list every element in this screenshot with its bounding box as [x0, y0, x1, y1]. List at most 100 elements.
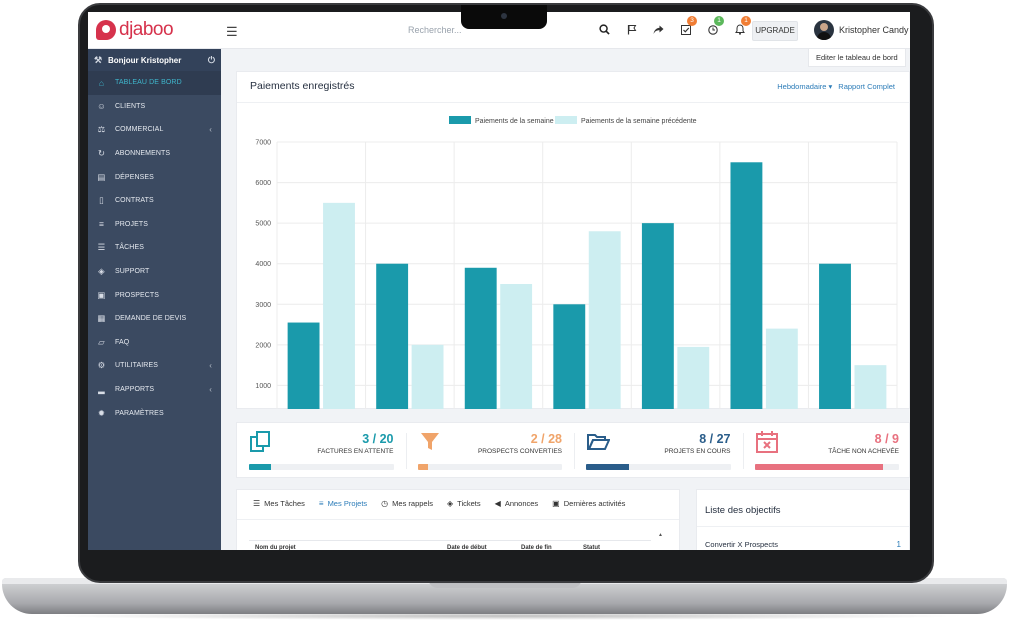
tasks-check-icon[interactable]: 3	[672, 16, 699, 38]
sidebar-item-support[interactable]: ◈ SUPPORT	[88, 260, 221, 284]
tab-tickets[interactable]: ◈ Tickets	[447, 499, 481, 508]
sidebar-item-faq[interactable]: ▱ FAQ	[88, 331, 221, 355]
stat-progress-bar	[754, 464, 899, 470]
tab-annonces[interactable]: ◀ Annonces	[495, 499, 539, 508]
sidebar-item-t-ches[interactable]: ☰ TÂCHES	[88, 236, 221, 260]
sidebar-item-commercial[interactable]: ⚖ COMMERCIAL ‹	[88, 118, 221, 142]
window-icon: ▣	[552, 499, 560, 508]
sidebar: ⚒ Bonjour Kristopher ⏻ ⌂ TABLEAU DE BORD ☺…	[88, 49, 221, 550]
bar-current-week	[287, 322, 320, 409]
period-dropdown[interactable]: Hebdomadaire ▾	[777, 82, 832, 91]
chart-icon: ▂	[98, 384, 105, 395]
bullhorn-icon: ◀	[494, 499, 501, 508]
folder-icon: ▱	[98, 336, 105, 347]
tasks-icon: ☰	[253, 499, 261, 508]
sidebar-item-label: CLIENTS	[115, 102, 146, 110]
y-tick-label: 1000	[255, 383, 271, 390]
edit-dashboard-button[interactable]: Editer le tableau de bord	[808, 49, 906, 67]
user-menu[interactable]: Kristopher Candy	[814, 20, 909, 40]
stat-t-che-non-achev-e[interactable]: 8 / 9 TÂCHE NON ACHEVÉE	[743, 423, 911, 479]
full-report-link[interactable]: Rapport Complet	[838, 82, 895, 91]
stat-projets-en-cours[interactable]: 8 / 27 PROJETS EN COURS	[574, 423, 743, 479]
tab-mes-projets[interactable]: ≡ Mes Projets	[319, 499, 367, 508]
bar-current-week	[730, 162, 763, 409]
sidebar-item-prospects[interactable]: ▣ PROSPECTS	[88, 283, 221, 307]
column-header[interactable]: Statut	[583, 545, 600, 550]
laptop-shadow	[40, 612, 969, 620]
list-icon: ≡	[98, 219, 105, 230]
sidebar-item-label: SUPPORT	[115, 268, 150, 276]
tab-derni-res-activit-s[interactable]: ▣ Dernières activités	[552, 499, 625, 508]
sidebar-item-label: TABLEAU DE BORD	[115, 79, 182, 87]
sidebar-item-label: DÉPENSES	[115, 173, 154, 181]
clock-icon: ◷	[381, 499, 389, 508]
stat-divider	[574, 433, 575, 469]
user-name[interactable]: Kristopher Candy	[839, 25, 909, 35]
avatar[interactable]	[814, 20, 834, 40]
y-tick-label: 7000	[255, 140, 271, 147]
timer-icon[interactable]: 1	[699, 16, 726, 38]
column-header[interactable]: Date de début	[447, 545, 487, 550]
goals-card: Liste des objectifs Convertir X Prospect…	[696, 489, 910, 550]
caret-down-icon: ▾	[828, 82, 833, 91]
stat-progress-bar	[249, 464, 394, 470]
bar-current-week	[819, 263, 851, 409]
bar-current-week	[641, 223, 674, 409]
stat-value: 8 / 9	[874, 432, 899, 446]
bar-current-week	[376, 263, 409, 409]
sidebar-item-label: CONTRATS	[115, 197, 154, 205]
projects-tabs: ☰ Mes Tâches ≡ Mes Projets ◷ Mes rappels ◈ Tick…	[253, 499, 625, 508]
stat-value: 8 / 27	[699, 432, 731, 446]
sidebar-item-d-penses[interactable]: ▤ DÉPENSES	[88, 165, 221, 189]
sidebar-item-label: TÂCHES	[115, 244, 144, 252]
sidebar-item-projets[interactable]: ≡ PROJETS	[88, 213, 221, 237]
tab-mes-t-ches[interactable]: ☰ Mes Tâches	[253, 499, 305, 508]
user-icon: ☺	[97, 101, 106, 112]
sidebar-item-contrats[interactable]: ▯ CONTRATS	[88, 189, 221, 213]
folder-open-icon	[586, 431, 611, 453]
payments-card: Paiements enregistrés Hebdomadaire ▾ Rap…	[236, 71, 910, 409]
stat-label: PROJETS EN COURS	[664, 448, 731, 455]
card-divider	[237, 102, 909, 103]
flag-icon[interactable]	[618, 23, 645, 38]
bar-current-week	[464, 267, 497, 409]
scroll-up-icon[interactable]: ▲	[658, 532, 663, 538]
sidebar-item-demande-de-devis[interactable]: ▦ DEMANDE DE DEVIS	[88, 307, 221, 331]
search-icon[interactable]	[591, 23, 618, 38]
stat-factures-en-attente[interactable]: 3 / 20 FACTURES EN ATTENTE	[237, 423, 406, 479]
sidebar-item-utilitaires[interactable]: ⚙ UTILITAIRES ‹	[88, 354, 221, 378]
sidebar-item-clients[interactable]: ☺ CLIENTS	[88, 95, 221, 119]
sidebar-item-label: PROJETS	[115, 220, 148, 228]
tab-label: Dernières activités	[563, 499, 626, 508]
stat-progress-bar	[417, 464, 562, 470]
power-icon[interactable]: ⏻	[207, 55, 215, 65]
bar-previous-week	[323, 202, 355, 409]
bar-previous-week	[677, 346, 710, 409]
column-header[interactable]: Nom du projet	[255, 545, 296, 550]
sidebar-item-label: PARAMÈTRES	[115, 409, 164, 417]
sidebar-item-label: COMMERCIAL	[115, 126, 164, 134]
period-label[interactable]: Hebdomadaire	[777, 82, 827, 91]
sidebar-item-tableau-de-bord[interactable]: ⌂ TABLEAU DE BORD	[88, 71, 221, 95]
bell-icon[interactable]: 1	[726, 16, 753, 38]
upgrade-button[interactable]: UPGRADE	[752, 21, 798, 41]
goal-item-label[interactable]: Convertir X Prospects	[705, 540, 778, 549]
app-screen: djaboo ☰ Rechercher... 3	[88, 12, 910, 550]
app-logo[interactable]: djaboo	[96, 18, 174, 42]
gear-icon: ✹	[97, 407, 106, 418]
tab-mes-rappels[interactable]: ◷ Mes rappels	[381, 499, 433, 508]
stat-progress-fill	[586, 464, 630, 470]
legend-swatch	[555, 116, 577, 124]
laptop-trackpad-notch	[428, 578, 582, 588]
search-input[interactable]: Rechercher...	[408, 25, 462, 35]
column-header[interactable]: Date de fin	[521, 545, 552, 550]
sidebar-item-rapports[interactable]: ▂ RAPPORTS ‹	[88, 378, 221, 402]
sidebar-item-abonnements[interactable]: ↻ ABONNEMENTS	[88, 142, 221, 166]
share-icon[interactable]	[645, 23, 672, 38]
sidebar-greeting: ⚒ Bonjour Kristopher ⏻	[88, 49, 221, 71]
stat-prospects-converties[interactable]: 2 / 28 PROSPECTS CONVERTIES	[406, 423, 575, 479]
sidebar-item-param-tres[interactable]: ✹ PARAMÈTRES	[88, 401, 221, 425]
menu-toggle-icon[interactable]: ☰	[226, 24, 238, 39]
y-tick-label: 4000	[255, 261, 271, 268]
stat-progress-fill	[754, 464, 884, 470]
